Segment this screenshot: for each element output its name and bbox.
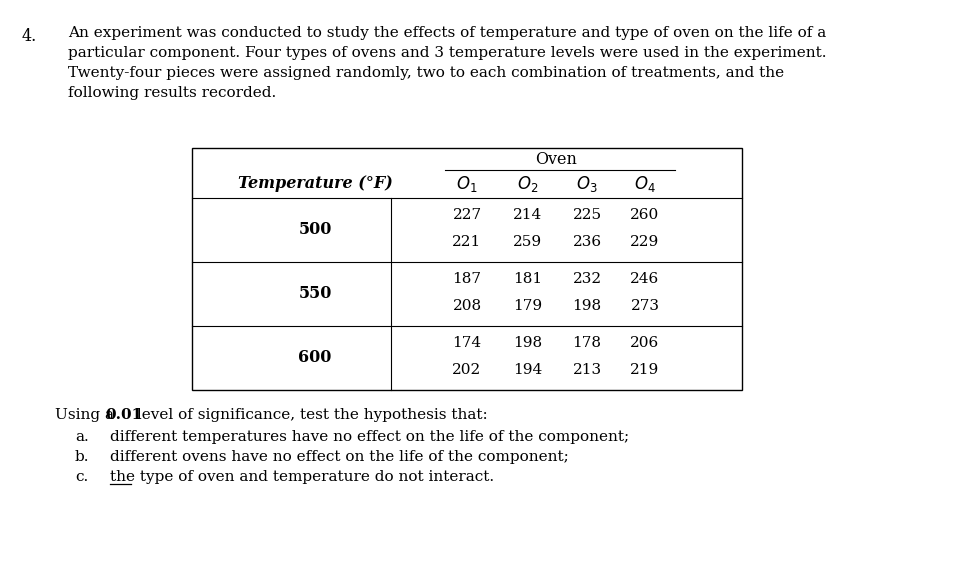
Text: $\mathit{O}_{3}$: $\mathit{O}_{3}$ bbox=[577, 174, 598, 194]
Text: $\mathit{O}_{1}$: $\mathit{O}_{1}$ bbox=[456, 174, 478, 194]
Text: 600: 600 bbox=[298, 350, 332, 366]
Text: Oven: Oven bbox=[535, 150, 577, 168]
Text: 246: 246 bbox=[630, 272, 659, 286]
Text: following results recorded.: following results recorded. bbox=[68, 86, 276, 100]
Text: b.: b. bbox=[75, 450, 89, 464]
Text: 225: 225 bbox=[573, 208, 602, 223]
Text: 500: 500 bbox=[298, 221, 332, 239]
Text: Temperature (°F): Temperature (°F) bbox=[237, 176, 392, 192]
Bar bbox=[192, 148, 742, 390]
Text: 214: 214 bbox=[513, 208, 543, 223]
Text: level of significance, test the hypothesis that:: level of significance, test the hypothes… bbox=[132, 408, 488, 422]
Text: the type of oven and temperature do not interact.: the type of oven and temperature do not … bbox=[110, 470, 494, 484]
Text: 174: 174 bbox=[453, 336, 481, 350]
Text: a.: a. bbox=[75, 430, 88, 444]
Text: $\mathit{O}_{4}$: $\mathit{O}_{4}$ bbox=[634, 174, 656, 194]
Text: 229: 229 bbox=[630, 235, 659, 249]
Text: 236: 236 bbox=[573, 235, 602, 249]
Text: 219: 219 bbox=[630, 362, 659, 376]
Text: 550: 550 bbox=[298, 286, 332, 302]
Text: 194: 194 bbox=[513, 362, 543, 376]
Text: 181: 181 bbox=[513, 272, 543, 286]
Text: 206: 206 bbox=[630, 336, 659, 350]
Text: 227: 227 bbox=[453, 208, 481, 223]
Text: 187: 187 bbox=[453, 272, 481, 286]
Text: $\mathit{O}_{2}$: $\mathit{O}_{2}$ bbox=[517, 174, 539, 194]
Text: 259: 259 bbox=[513, 235, 543, 249]
Text: c.: c. bbox=[75, 470, 88, 484]
Text: 202: 202 bbox=[453, 362, 481, 376]
Text: 260: 260 bbox=[630, 208, 659, 223]
Text: 178: 178 bbox=[573, 336, 602, 350]
Text: particular component. Four types of ovens and 3 temperature levels were used in : particular component. Four types of oven… bbox=[68, 46, 826, 60]
Text: 221: 221 bbox=[453, 235, 481, 249]
Text: 179: 179 bbox=[513, 298, 543, 313]
Text: different ovens have no effect on the life of the component;: different ovens have no effect on the li… bbox=[110, 450, 569, 464]
Text: Twenty-four pieces were assigned randomly, two to each combination of treatments: Twenty-four pieces were assigned randoml… bbox=[68, 66, 784, 80]
Text: 198: 198 bbox=[573, 298, 602, 313]
Text: 208: 208 bbox=[453, 298, 481, 313]
Text: 4.: 4. bbox=[22, 28, 37, 45]
Text: An experiment was conducted to study the effects of temperature and type of oven: An experiment was conducted to study the… bbox=[68, 26, 826, 40]
Text: 198: 198 bbox=[513, 336, 543, 350]
Text: 273: 273 bbox=[630, 298, 659, 313]
Text: Using a: Using a bbox=[55, 408, 119, 422]
Text: 232: 232 bbox=[573, 272, 602, 286]
Text: 213: 213 bbox=[573, 362, 602, 376]
Text: 0.01: 0.01 bbox=[105, 408, 142, 422]
Text: different temperatures have no effect on the life of the component;: different temperatures have no effect on… bbox=[110, 430, 629, 444]
